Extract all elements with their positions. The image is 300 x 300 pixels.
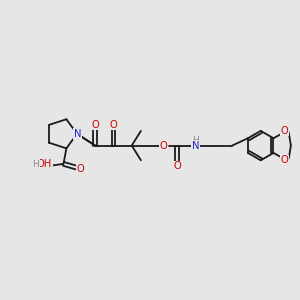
Text: OH: OH — [37, 159, 52, 169]
Text: O: O — [110, 120, 117, 130]
Text: O: O — [160, 141, 168, 151]
Text: O: O — [173, 161, 181, 171]
Text: O: O — [280, 155, 288, 166]
Text: N: N — [192, 141, 200, 151]
Text: O: O — [280, 126, 288, 136]
Text: N: N — [74, 129, 81, 139]
Text: O: O — [92, 120, 99, 130]
Text: O: O — [77, 164, 85, 174]
Text: H: H — [32, 160, 39, 169]
Text: H: H — [193, 136, 200, 146]
